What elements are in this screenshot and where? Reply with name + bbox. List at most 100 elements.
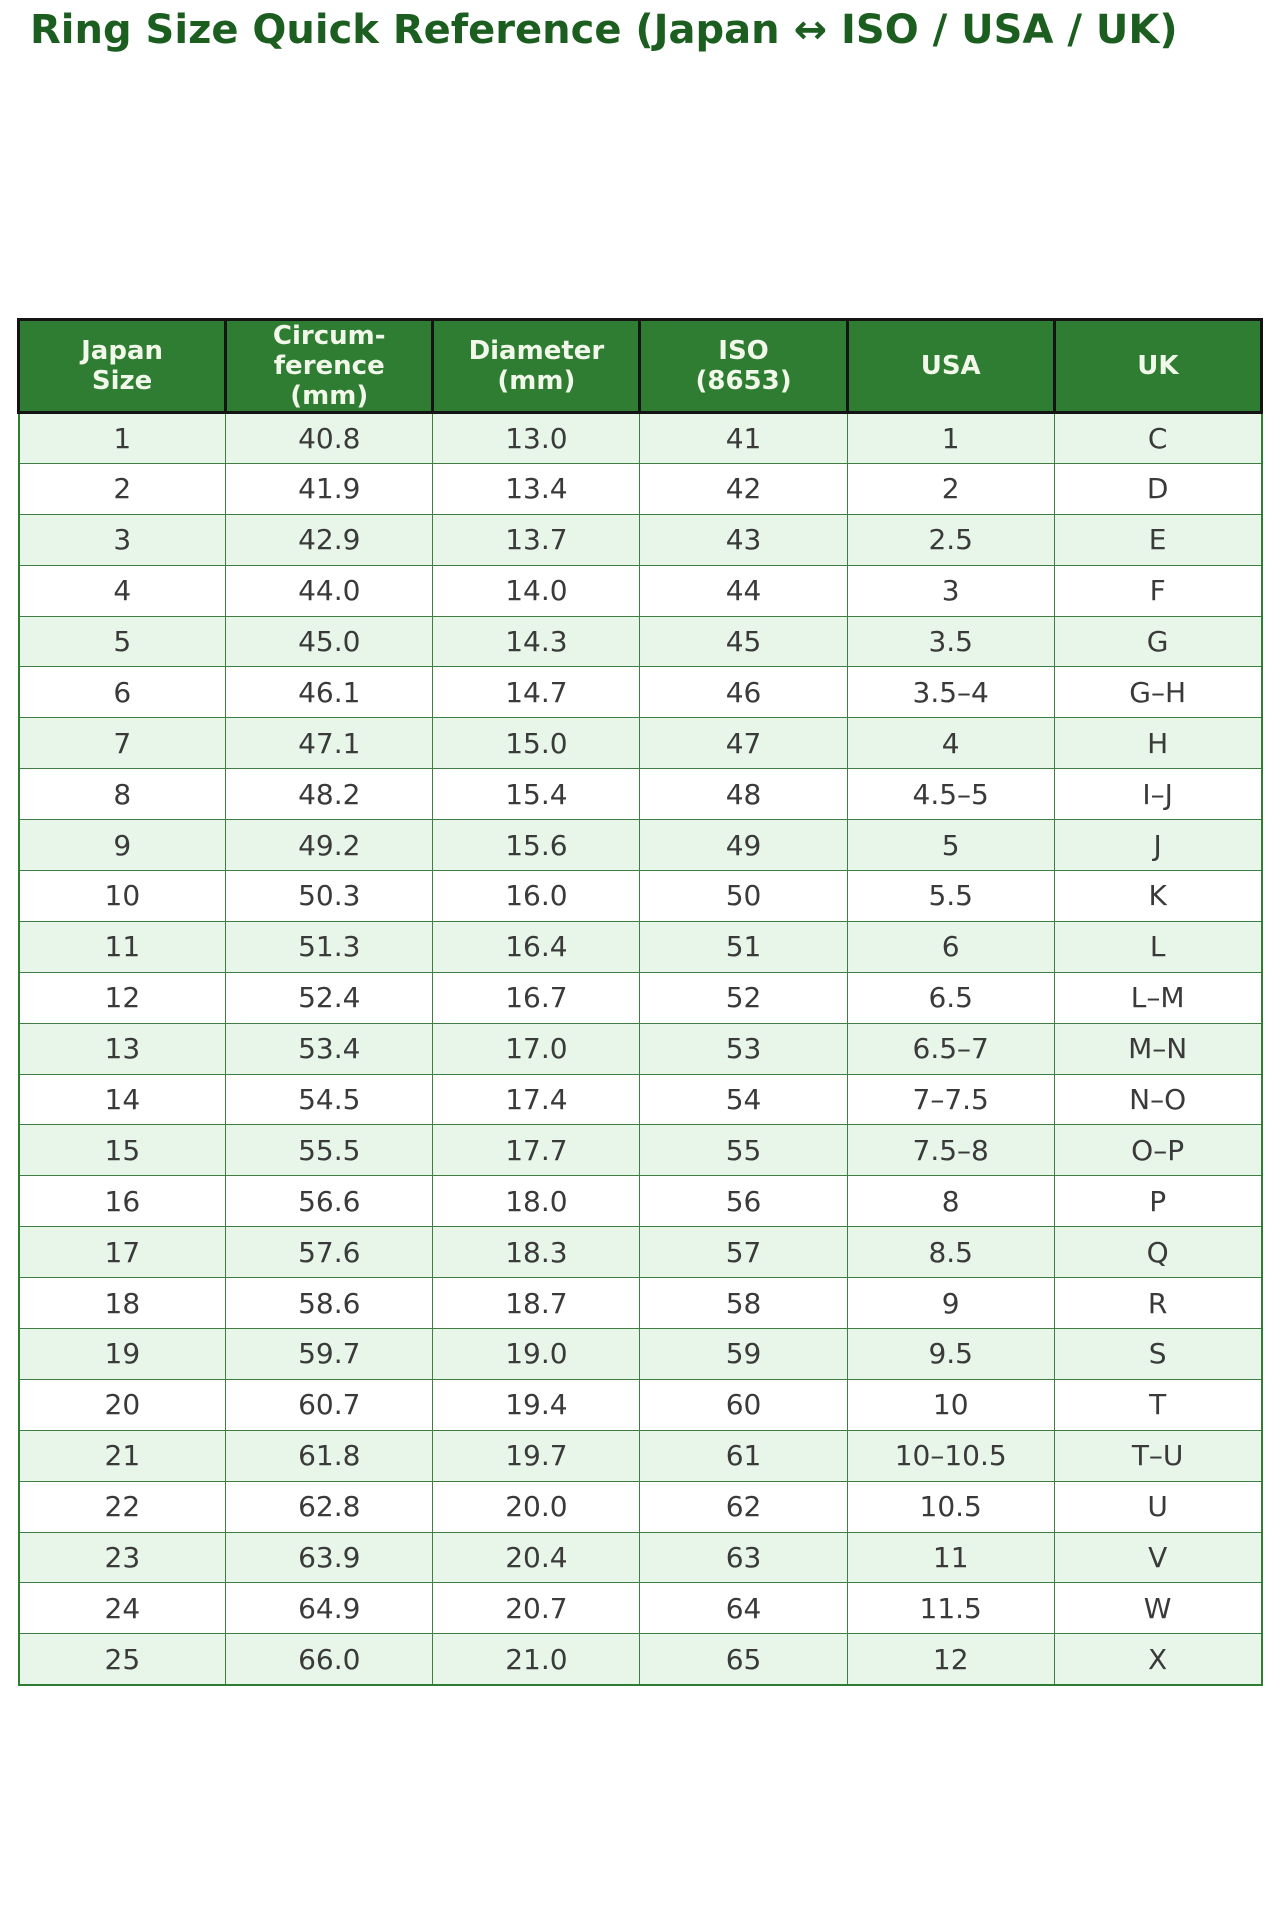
table-cell: 53.4 <box>225 1022 434 1075</box>
table-cell: 25 <box>17 1633 227 1686</box>
table-cell: 17.7 <box>432 1124 641 1177</box>
table-cell: 4 <box>17 564 227 617</box>
table-cell: 1 <box>846 412 1055 464</box>
table-cell: 45 <box>639 615 848 668</box>
table-cell: 4.5–5 <box>846 768 1055 821</box>
table-cell: 62 <box>639 1480 848 1533</box>
col-header-uk: UK <box>1052 318 1264 414</box>
table-cell: 65 <box>639 1633 848 1686</box>
table-cell: 2.5 <box>846 513 1055 566</box>
table-cell: G <box>1053 615 1263 668</box>
table-cell: 19.0 <box>432 1328 641 1380</box>
table-cell: 19 <box>17 1328 227 1380</box>
table-cell: 62.8 <box>225 1480 434 1533</box>
table-cell: 11 <box>846 1531 1055 1584</box>
table-cell: 4 <box>846 717 1055 770</box>
table-cell: 64 <box>639 1582 848 1635</box>
table-cell: 11.5 <box>846 1582 1055 1635</box>
table-cell: 14.3 <box>432 615 641 668</box>
table-row: 3 42.9 13.7 43 2.5 E <box>17 513 1263 566</box>
table-row: 8 48.2 15.4 48 4.5–5 I–J <box>17 768 1263 821</box>
table-cell: 6 <box>846 920 1055 973</box>
table-cell: 17.4 <box>432 1073 641 1126</box>
table-cell: I–J <box>1053 768 1263 821</box>
table-cell: 17.0 <box>432 1022 641 1075</box>
table-cell: 6.5 <box>846 971 1055 1024</box>
table-cell: 50 <box>639 870 848 922</box>
table-cell: 22 <box>17 1480 227 1533</box>
table-cell: K <box>1053 870 1263 922</box>
table-cell: G–H <box>1053 666 1263 719</box>
table-cell: 47.1 <box>225 717 434 770</box>
table-cell: Q <box>1053 1226 1263 1279</box>
table-cell: S <box>1053 1328 1263 1380</box>
table-cell: 58 <box>639 1277 848 1330</box>
header-row: Japan Size Circum- ference (mm) Diameter… <box>16 318 1264 414</box>
table-cell: 8.5 <box>846 1226 1055 1279</box>
table-cell: 11 <box>17 920 227 973</box>
table-cell: T–U <box>1053 1429 1263 1482</box>
table-cell: V <box>1053 1531 1263 1584</box>
table-cell: 6.5–7 <box>846 1022 1055 1075</box>
table-cell: 19.4 <box>432 1378 641 1431</box>
table-cell: 9 <box>17 819 227 872</box>
table-cell: X <box>1053 1633 1263 1686</box>
table-cell: 42 <box>639 462 848 515</box>
table-cell: 1 <box>17 412 227 464</box>
table-cell: 23 <box>17 1531 227 1584</box>
table-cell: C <box>1053 412 1263 464</box>
table-cell: 57.6 <box>225 1226 434 1279</box>
table-cell: 5.5 <box>846 870 1055 922</box>
table-cell: 48 <box>639 768 848 821</box>
table-cell: 9 <box>846 1277 1055 1330</box>
table-row: 14 54.5 17.4 54 7–7.5 N–O <box>17 1073 1263 1126</box>
table-cell: 10 <box>17 870 227 922</box>
table-row: 18 58.6 18.7 58 9 R <box>17 1277 1263 1330</box>
table-cell: T <box>1053 1378 1263 1431</box>
col-header-usa: USA <box>845 318 1056 414</box>
table-cell: 9.5 <box>846 1328 1055 1380</box>
table-cell: 8 <box>17 768 227 821</box>
table-cell: 44.0 <box>225 564 434 617</box>
table-cell: 24 <box>17 1582 227 1635</box>
table-cell: 12 <box>846 1633 1055 1686</box>
table-cell: 15.0 <box>432 717 641 770</box>
table-row: 4 44.0 14.0 44 3 F <box>17 564 1263 617</box>
table-cell: U <box>1053 1480 1263 1533</box>
table-cell: L <box>1053 920 1263 973</box>
table-cell: 48.2 <box>225 768 434 821</box>
table-row: 16 56.6 18.0 56 8 P <box>17 1175 1263 1228</box>
table-cell: 17 <box>17 1226 227 1279</box>
table-cell: 51.3 <box>225 920 434 973</box>
table-cell: 19.7 <box>432 1429 641 1482</box>
table-cell: 10.5 <box>846 1480 1055 1533</box>
table-row: 15 55.5 17.7 55 7.5–8 O–P <box>17 1124 1263 1177</box>
table-cell: 16 <box>17 1175 227 1228</box>
table-cell: 56 <box>639 1175 848 1228</box>
ring-size-table-header: Japan Size Circum- ference (mm) Diameter… <box>16 318 1264 414</box>
table-row: 17 57.6 18.3 57 8.5 Q <box>17 1226 1263 1279</box>
table-cell: 58.6 <box>225 1277 434 1330</box>
table-cell: J <box>1053 819 1263 872</box>
table-cell: 42.9 <box>225 513 434 566</box>
table-row: 6 46.1 14.7 46 3.5–4 G–H <box>17 666 1263 719</box>
table-cell: 13.4 <box>432 462 641 515</box>
table-cell: 59.7 <box>225 1328 434 1380</box>
table-cell: 18.3 <box>432 1226 641 1279</box>
table-cell: 16.4 <box>432 920 641 973</box>
table-row: 13 53.4 17.0 53 6.5–7 M–N <box>17 1022 1263 1075</box>
table-cell: 64.9 <box>225 1582 434 1635</box>
table-cell: 13.7 <box>432 513 641 566</box>
table-cell: 46 <box>639 666 848 719</box>
table-cell: 15 <box>17 1124 227 1177</box>
table-cell: 2 <box>846 462 1055 515</box>
table-cell: 41.9 <box>225 462 434 515</box>
table-row: 10 50.3 16.0 50 5.5 K <box>17 870 1263 922</box>
table-cell: 16.7 <box>432 971 641 1024</box>
table-row: 9 49.2 15.6 49 5 J <box>17 819 1263 872</box>
table-cell: 61 <box>639 1429 848 1482</box>
table-cell: 5 <box>17 615 227 668</box>
table-cell: 52 <box>639 971 848 1024</box>
page-title: Ring Size Quick Reference (Japan ↔ ISO /… <box>30 7 1178 53</box>
table-row: 1 40.8 13.0 41 1 C <box>17 412 1263 464</box>
